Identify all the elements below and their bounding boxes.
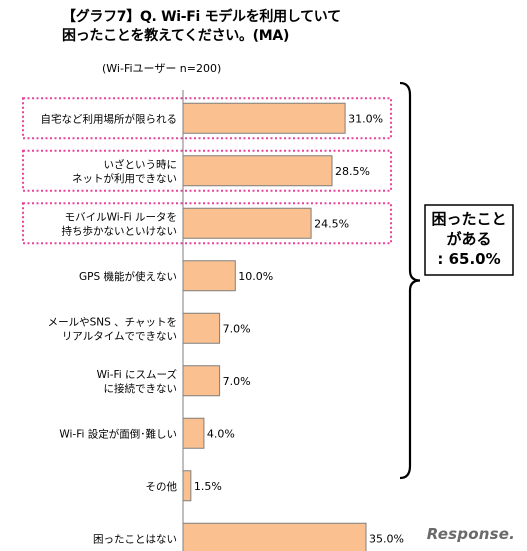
- data-label: 7.0%: [223, 322, 251, 335]
- category-label: 持ち歩かないといけない: [62, 224, 178, 237]
- data-label: 1.5%: [194, 480, 222, 493]
- highlight-box: [22, 202, 392, 245]
- data-label: 7.0%: [223, 375, 251, 388]
- category-label: Wi-Fi にスムーズ: [97, 368, 177, 381]
- category-label: リアルタイムでできない: [62, 330, 177, 342]
- callout-text: 困ったこと: [431, 210, 506, 228]
- data-label: 35.0%: [369, 532, 404, 545]
- bar: [182, 260, 236, 292]
- bar: [182, 365, 221, 397]
- highlight-box: [22, 97, 392, 140]
- callout-text: がある: [446, 230, 491, 248]
- curly-brace: [399, 81, 421, 480]
- callout-box: [424, 204, 514, 276]
- category-label: モバイルWi-Fi ルータを: [65, 211, 177, 223]
- bar: [182, 522, 367, 551]
- bar: [182, 102, 346, 134]
- category-label: GPS 機能が使えない: [79, 270, 177, 283]
- bar: [182, 417, 205, 449]
- bar: [182, 207, 312, 239]
- category-label: 困ったことはない: [93, 533, 177, 545]
- data-label: 10.0%: [238, 270, 273, 283]
- data-label: 4.0%: [207, 427, 235, 440]
- bar: [182, 470, 192, 502]
- chart-title: 【グラフ7】Q. Wi-Fi モデルを利用していて 困ったことを教えてください。…: [62, 9, 341, 44]
- chart-subtitle: (Wi-Fiユーザー n=200): [102, 62, 222, 75]
- data-label: 31.0%: [348, 112, 383, 125]
- category-label: いざという時に: [104, 158, 178, 171]
- callout-text: : 65.0%: [437, 250, 500, 268]
- category-label: ネットが利用できない: [72, 172, 177, 185]
- category-label: その他: [146, 480, 178, 493]
- category-label: Wi-Fi 設定が面倒･難しい: [59, 427, 177, 440]
- bar: [182, 155, 333, 187]
- response-watermark: Response.: [426, 525, 515, 543]
- bar: [182, 312, 221, 344]
- category-label: メールやSNS 、チャットを: [48, 316, 177, 328]
- category-label: に接続できない: [104, 382, 178, 395]
- highlight-box: [22, 149, 392, 192]
- data-label: 24.5%: [314, 217, 349, 230]
- category-label: 自宅など利用場所が限られる: [41, 112, 178, 125]
- data-label: 28.5%: [335, 165, 370, 178]
